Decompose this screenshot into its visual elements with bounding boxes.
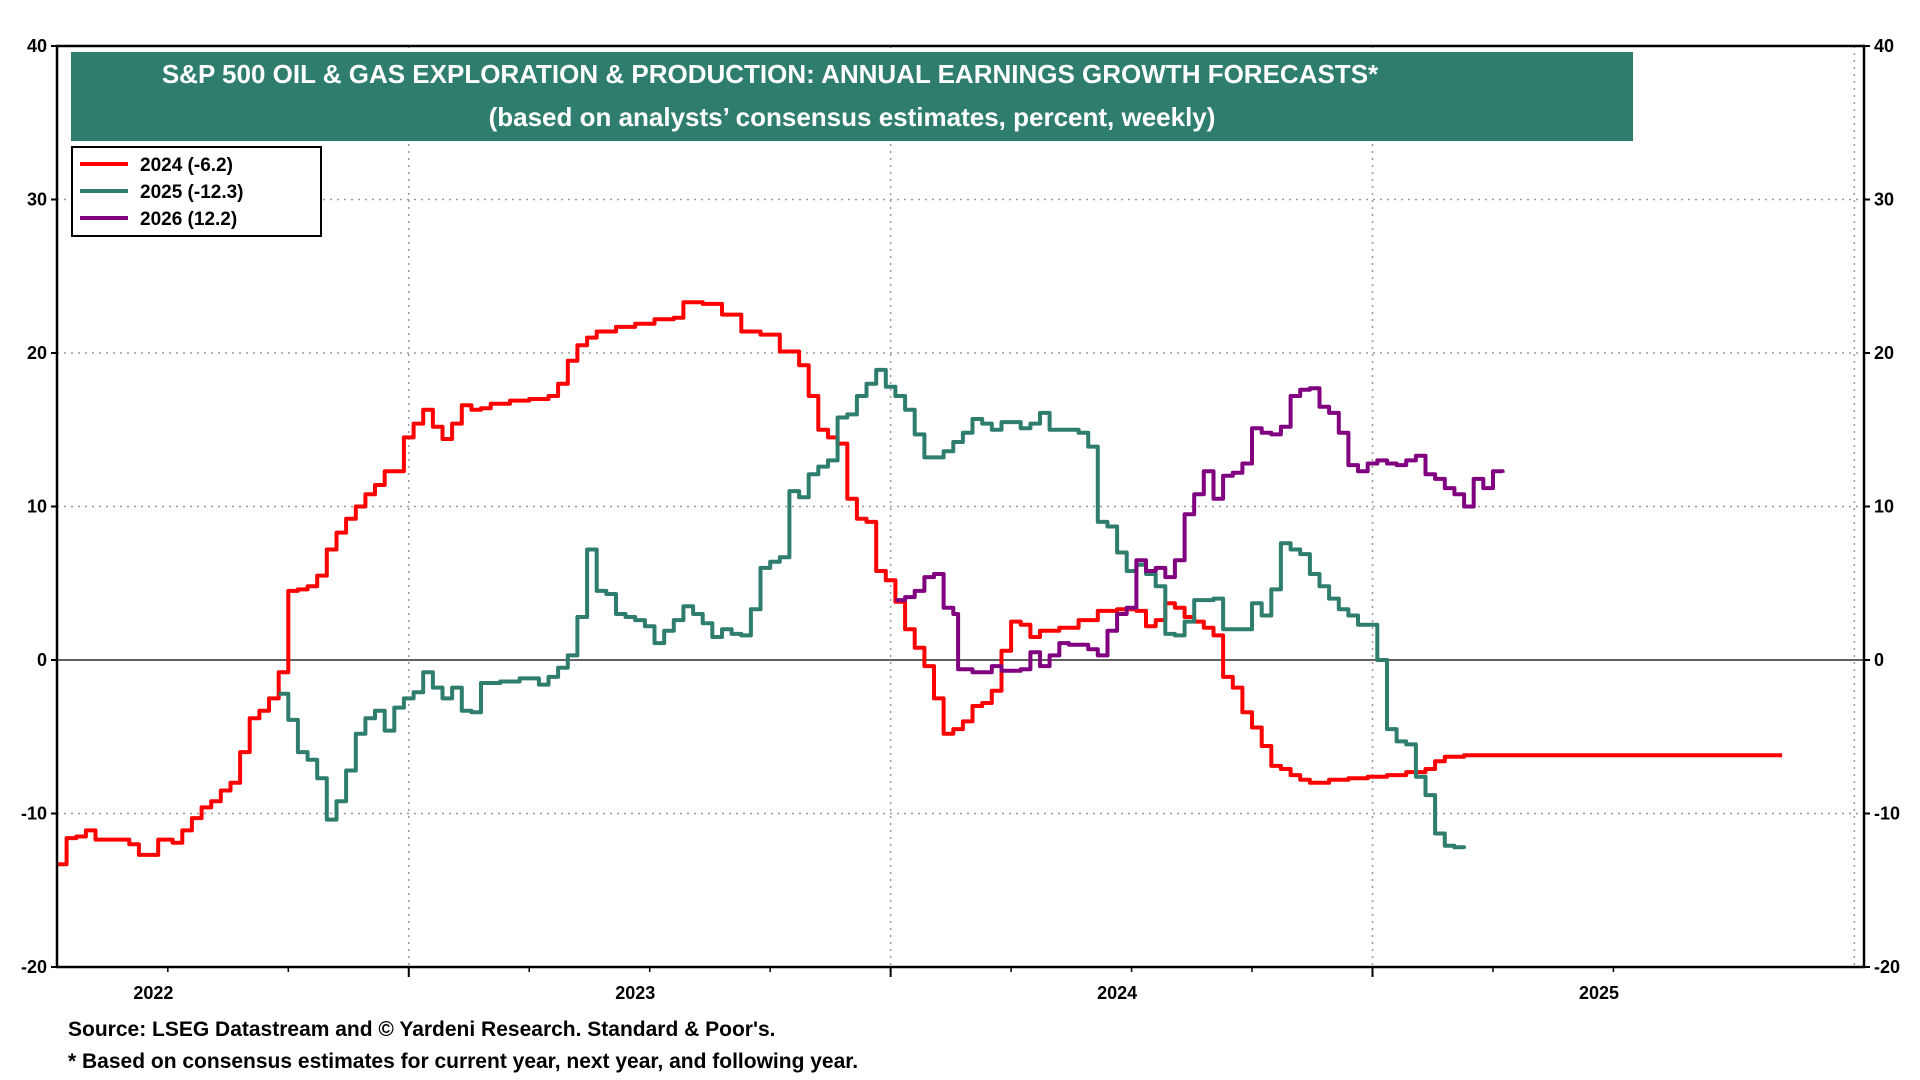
chart-title: S&P 500 OIL & GAS EXPLORATION & PRODUCTI… (162, 59, 1379, 89)
y-tick-label-right: 40 (1874, 36, 1894, 56)
series-line-1 (278, 367, 1467, 850)
chart-subtitle: (based on analysts’ consensus estimates,… (489, 102, 1216, 132)
series-line-0 (57, 300, 1783, 867)
y-tick-label-left: 0 (37, 650, 47, 670)
legend-label-2026: 2026 (12.2) (140, 209, 237, 230)
legend: 2024 (-6.2) 2025 (-12.3) 2026 (12.2) (71, 146, 322, 237)
series-line-2 (895, 386, 1505, 675)
y-tick-label-right: -10 (1874, 804, 1900, 824)
y-tick-label-left: 40 (27, 36, 47, 56)
y-tick-label-right: 10 (1874, 497, 1894, 517)
x-tick-label: 2025 (1579, 983, 1619, 1003)
source-note: Source: LSEG Datastream and © Yardeni Re… (68, 1018, 776, 1041)
plot-frame (55, 44, 1866, 969)
axes (51, 44, 1870, 977)
y-tick-label-left: 20 (27, 343, 47, 363)
chart-title-box: S&P 500 OIL & GAS EXPLORATION & PRODUCTI… (71, 52, 1633, 141)
y-tick-label-right: 0 (1874, 650, 1884, 670)
legend-label-2025: 2025 (-12.3) (140, 182, 244, 203)
x-tick-label: 2024 (1097, 983, 1137, 1003)
y-tick-label-left: -10 (21, 804, 47, 824)
y-tick-label-right: 30 (1874, 190, 1894, 210)
footnote: * Based on consensus estimates for curre… (68, 1050, 859, 1073)
series-lines (57, 300, 1783, 867)
y-tick-label-left: -20 (21, 957, 47, 977)
y-tick-label-left: 30 (27, 190, 47, 210)
title-background (71, 52, 1633, 141)
y-tick-label-left: 10 (27, 497, 47, 517)
y-tick-label-right: -20 (1874, 957, 1900, 977)
x-tick-label: 2023 (615, 983, 655, 1003)
x-tick-label: 2022 (133, 983, 173, 1003)
tick-labels: -20 -20 -10 -10 0 0 10 10 20 20 30 30 40 40 2022 2023 20… (21, 36, 1900, 1003)
y-tick-label-right: 20 (1874, 343, 1894, 363)
grid-lines (57, 46, 1864, 967)
legend-label-2024: 2024 (-6.2) (140, 155, 233, 176)
